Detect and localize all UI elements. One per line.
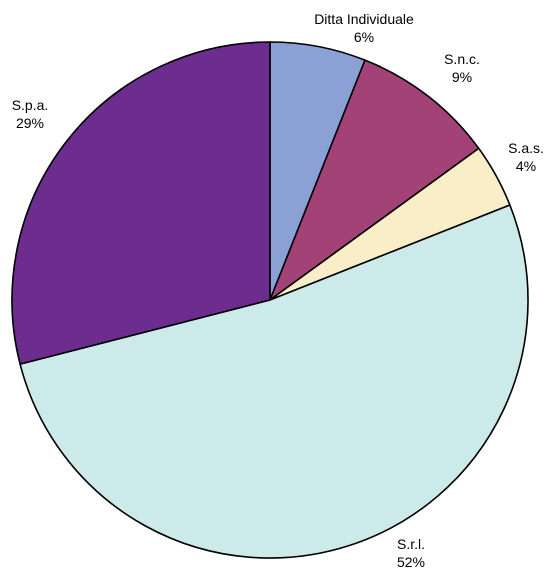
slice-label-s-p-a: S.p.a.	[12, 97, 49, 113]
slice-percent-s-p-a: 29%	[16, 115, 44, 131]
slice-label-s-r-l: S.r.l.	[397, 536, 425, 552]
pie-slice-s-n-c	[269, 59, 480, 301]
pie-slice-s-p-a	[11, 41, 271, 365]
pie-slices	[11, 41, 529, 559]
pie-labels: Ditta Individuale 6% S.n.c. 9% S.a.s. 4% S.r.l…	[12, 11, 544, 570]
slice-percent-s-r-l: 52%	[397, 554, 425, 570]
slice-label-s-a-s: S.a.s.	[508, 140, 544, 156]
pie-slice-s-r-l	[19, 204, 529, 559]
slice-percent-s-a-s: 4%	[516, 158, 536, 174]
slice-label-s-n-c: S.n.c.	[444, 51, 480, 67]
slice-percent-ditta-individuale: 6%	[354, 29, 374, 45]
slice-label-ditta-individuale: Ditta Individuale	[314, 11, 414, 27]
slice-percent-s-n-c: 9%	[452, 69, 472, 85]
